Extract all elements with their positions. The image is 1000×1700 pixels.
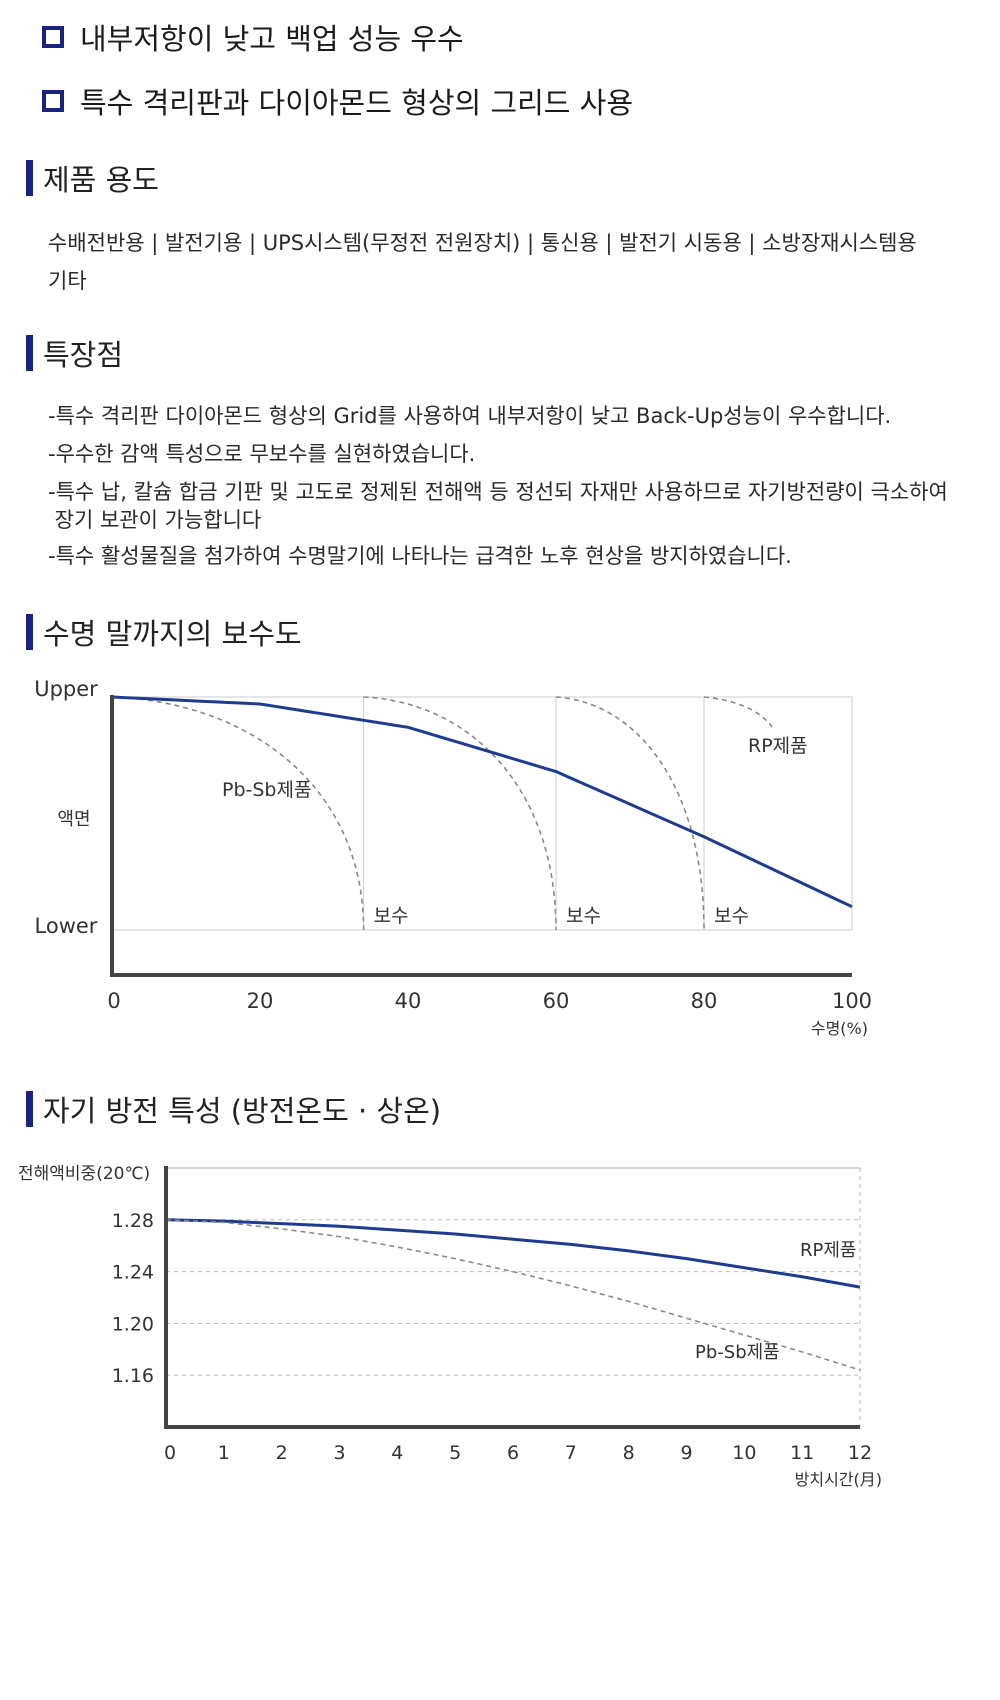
x-tick-label: 0 <box>107 989 120 1013</box>
usage-line: 기타 <box>48 269 87 293</box>
y-axis-label: 액면 <box>57 809 90 830</box>
rp-dashed-curve <box>703 696 773 728</box>
x-tick-label: 7 <box>565 1442 577 1464</box>
pbsb-dashed-curve <box>111 696 365 931</box>
y-tick-label: 1.20 <box>112 1313 154 1335</box>
usage-line: 수배전반용 | 발전기용 | UPS시스템(무정전 전원장치) | 통신용 | … <box>48 231 917 255</box>
section-bar-icon <box>26 160 33 196</box>
section-bar-icon <box>26 335 33 371</box>
life-maintenance-chart: Upper Lower 액면 0 20 40 60 80 100 수명(%) 보수 보수 보수 Pb-Sb… <box>34 677 872 1038</box>
section-title: 특장점 <box>43 338 124 372</box>
y-tick-label: 1.16 <box>112 1365 154 1387</box>
y-level-label: Upper <box>34 677 98 701</box>
pbsb-series-line <box>165 1219 861 1371</box>
section-heading-features: 특장점 <box>26 332 123 374</box>
feature-item: -특수 활성물질을 첨가하여 수명말기에 나타나는 급격한 노후 현상을 방지하… <box>48 544 792 568</box>
feature-item: -우수한 감액 특성으로 무보수를 실현하였습니다. <box>48 442 476 466</box>
x-tick-label: 100 <box>832 989 872 1013</box>
x-tick-label: 8 <box>623 1442 635 1464</box>
section-title: 제품 용도 <box>43 163 159 197</box>
x-tick-label: 12 <box>848 1442 872 1464</box>
x-tick-label: 2 <box>276 1442 288 1464</box>
x-tick-label: 9 <box>680 1442 692 1464</box>
chart-title: 수명 말까지의 보수도 <box>43 617 302 651</box>
section-heading-chart2: 자기 방전 특성 (방전온도 · 상온) <box>26 1088 441 1130</box>
y-tick-label: 1.28 <box>112 1210 154 1232</box>
x-tick-label: 40 <box>395 989 422 1013</box>
maintenance-label: 보수 <box>714 905 749 927</box>
x-tick-label: 11 <box>790 1442 814 1464</box>
rp-series-line <box>165 1218 861 1289</box>
section-heading-usage: 제품 용도 <box>26 157 159 199</box>
rp-label: RP제품 <box>800 1240 856 1261</box>
rp-label: RP제품 <box>748 735 808 757</box>
bullet-item: 내부저항이 낮고 백업 성능 우수 <box>42 16 464 58</box>
y-tick-label: 1.24 <box>112 1262 154 1284</box>
square-bullet-icon <box>42 90 64 112</box>
x-tick-label: 6 <box>507 1442 519 1464</box>
x-axis-label: 수명(%) <box>811 1019 868 1038</box>
x-tick-label: 10 <box>732 1442 756 1464</box>
pbsb-label: Pb-Sb제품 <box>222 779 311 801</box>
x-tick-label: 60 <box>543 989 570 1013</box>
square-bullet-icon <box>42 26 64 48</box>
section-bar-icon <box>26 1091 33 1127</box>
section-bar-icon <box>26 614 33 650</box>
chart-title: 자기 방전 특성 (방전온도 · 상온) <box>43 1094 442 1128</box>
feature-item: 장기 보관이 가능합니다 <box>48 508 262 532</box>
pbsb-label: Pb-Sb제품 <box>695 1342 780 1363</box>
bullet-text: 내부저항이 낮고 백업 성능 우수 <box>80 22 464 56</box>
bullet-item: 특수 격리판과 다이아몬드 형상의 그리드 사용 <box>42 80 633 122</box>
x-tick-label: 1 <box>218 1442 230 1464</box>
feature-item: -특수 격리판 다이아몬드 형상의 Grid를 사용하여 내부저항이 낮고 Ba… <box>48 404 892 428</box>
x-tick-label: 3 <box>333 1442 345 1464</box>
y-level-label: Lower <box>35 914 98 938</box>
x-tick-label: 4 <box>391 1442 403 1464</box>
rp-series-line <box>111 695 853 909</box>
x-axis-label: 방치시간(月) <box>795 1470 882 1489</box>
x-tick-label: 80 <box>691 989 718 1013</box>
bullet-text: 특수 격리판과 다이아몬드 형상의 그리드 사용 <box>80 86 634 120</box>
y-axis-label: 전해액비중(20℃) <box>18 1164 150 1184</box>
pbsb-dashed-curve <box>555 696 705 931</box>
section-heading-chart1: 수명 말까지의 보수도 <box>26 611 302 653</box>
feature-item: -특수 납, 칼슘 합금 기판 및 고도로 정제된 전해액 등 정선되 자재만 … <box>48 480 948 504</box>
x-tick-label: 0 <box>164 1442 176 1464</box>
maintenance-label: 보수 <box>374 905 409 927</box>
pbsb-dashed-curve <box>363 696 557 931</box>
x-tick-label: 20 <box>247 989 274 1013</box>
maintenance-label: 보수 <box>566 905 601 927</box>
x-tick-label: 5 <box>449 1442 461 1464</box>
